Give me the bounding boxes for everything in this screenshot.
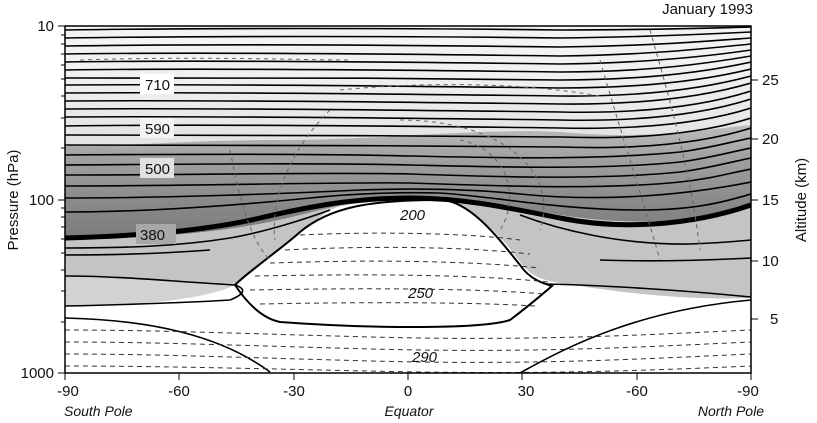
- y-left-axis-title: Pressure (hPa): [5, 150, 22, 251]
- left-axis: [58, 25, 65, 374]
- x-tick-3: 0: [404, 383, 412, 400]
- x-tick-2: -30: [283, 383, 305, 400]
- x-tick-4: 30: [518, 383, 535, 400]
- y-left-tick-100: 100: [29, 192, 54, 209]
- figure-title: January 1993: [662, 1, 753, 18]
- x-tick-5: -60: [626, 383, 648, 400]
- contour-label-200: 200: [399, 207, 426, 224]
- isentrope-lines: [65, 26, 751, 373]
- shaded-midlatitude-band: [65, 198, 751, 306]
- y-right-tick-25: 25: [762, 72, 779, 89]
- x-tick-0: -90: [57, 383, 79, 400]
- x-annotation-equator: Equator: [384, 403, 434, 419]
- right-axis: [751, 79, 758, 320]
- contour-label-710: 710: [145, 77, 170, 94]
- contour-label-500: 500: [145, 161, 170, 178]
- x-annotation-south-pole: South Pole: [64, 403, 133, 419]
- contour-label-590: 590: [145, 121, 170, 138]
- x-annotation-north-pole: North Pole: [698, 403, 764, 419]
- y-right-tick-20: 20: [762, 131, 779, 148]
- y-right-axis-title: Altitude (km): [793, 158, 810, 242]
- dashed-contours: [65, 29, 751, 373]
- x-tick-6: -90: [737, 383, 759, 400]
- bottom-axis: [64, 373, 752, 380]
- contour-label-250: 250: [407, 285, 434, 302]
- tropical-boundary: [233, 198, 555, 328]
- y-left-tick-10: 10: [37, 18, 54, 35]
- x-tick-1: -60: [168, 383, 190, 400]
- y-right-tick-10: 10: [762, 253, 779, 270]
- contour-label-380: 380: [140, 227, 165, 244]
- plot-area: [65, 26, 751, 373]
- y-right-tick-5: 5: [770, 311, 778, 328]
- y-right-tick-15: 15: [762, 192, 779, 209]
- y-left-tick-1000: 1000: [21, 365, 54, 382]
- contour-label-290: 290: [411, 349, 438, 366]
